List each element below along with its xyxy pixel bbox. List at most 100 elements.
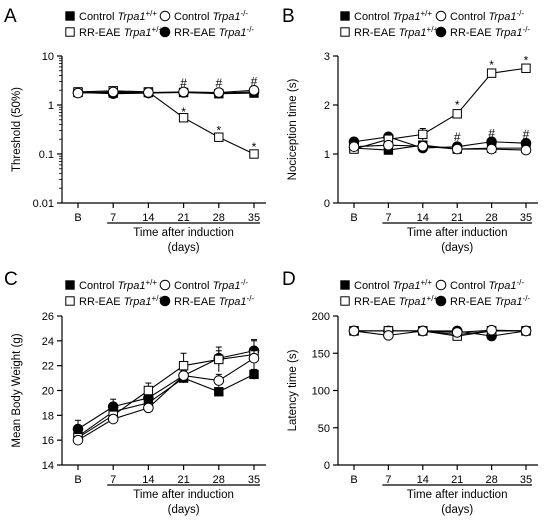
panel-letter-b: B — [282, 6, 295, 27]
series-line — [353, 136, 527, 149]
data-point — [214, 132, 224, 142]
data-point — [418, 129, 428, 140]
y-tick-label: 14 — [42, 460, 54, 472]
legend-marker — [340, 11, 350, 21]
legend-label: Control Trpa1-/- — [174, 9, 248, 23]
series-line — [353, 329, 527, 336]
y-tick-label: 3 — [324, 51, 330, 63]
x-axis-label: Time after induction — [407, 489, 508, 501]
data-point — [248, 352, 260, 364]
legend-label: Control Trpa1+/+ — [354, 278, 432, 292]
x-tick-label: 35 — [520, 212, 532, 224]
legend-marker — [65, 11, 75, 21]
y-tick-label: 150 — [312, 348, 330, 360]
data-point — [486, 68, 497, 78]
x-tick-label: 21 — [451, 474, 463, 486]
x-tick-label: 35 — [248, 474, 260, 486]
x-tick-label: 28 — [213, 474, 225, 486]
y-tick-label: 18 — [42, 410, 54, 422]
legend-marker — [159, 279, 171, 291]
y-tick-label: 200 — [312, 311, 330, 323]
y-tick-label: 22 — [42, 361, 54, 373]
significance-hash: # — [180, 76, 187, 90]
legend-marker — [340, 296, 350, 306]
data-point — [417, 140, 429, 152]
data-point — [486, 324, 497, 336]
series-line — [77, 373, 255, 437]
significance-star: * — [181, 105, 186, 119]
legend-label: RR-EAE Trpa1-/- — [174, 25, 254, 39]
data-point — [143, 385, 154, 396]
data-point — [248, 84, 260, 96]
y-tick-label: 24 — [42, 336, 54, 348]
x-tick-label: B — [74, 212, 81, 224]
legend: Control Trpa1+/+ Control Trpa1-/- RR-EAE T… — [340, 9, 530, 39]
data-point — [486, 143, 497, 155]
series-eae_wt — [349, 63, 531, 154]
y-tick-label: 10 — [42, 51, 54, 63]
legend-label: Control Trpa1+/+ — [354, 9, 432, 23]
x-tick-label: B — [350, 474, 357, 486]
y-tick-label: 16 — [42, 435, 54, 447]
data-point — [249, 369, 259, 380]
data-point — [451, 327, 463, 338]
legend: Control Trpa1+/+ Control Trpa1-/- RR-EAE T… — [65, 9, 254, 39]
y-tick-label: 2 — [324, 100, 330, 112]
series-line — [77, 357, 255, 441]
x-tick-label: B — [350, 212, 357, 224]
data-point — [72, 87, 84, 99]
x-tick-label: 21 — [177, 212, 189, 224]
x-tick-label: 21 — [177, 474, 189, 486]
legend-marker — [435, 10, 447, 22]
panel-letter-a: A — [4, 6, 17, 27]
legend-label: RR-EAE Trpa1+/+ — [354, 294, 438, 308]
panel-b: B Nociception time (s) Time after induct… — [282, 6, 538, 254]
legend-marker — [340, 27, 350, 37]
panel-c: C Mean Body Weight (g) Time after induct… — [4, 269, 266, 516]
significance-star: * — [524, 53, 529, 67]
x-axis-units: (days) — [441, 504, 473, 516]
data-point — [520, 325, 532, 337]
data-point — [383, 139, 394, 151]
significance-star: * — [455, 98, 460, 112]
x-tick-label: 21 — [451, 212, 463, 224]
legend-marker — [65, 296, 75, 306]
legend-label: RR-EAE Trpa1-/- — [450, 294, 530, 308]
legend-label: Control Trpa1-/- — [450, 9, 524, 23]
data-point — [178, 370, 189, 381]
data-point — [348, 325, 360, 337]
significance-star: * — [216, 124, 221, 138]
series-ctrl_ko — [348, 139, 532, 156]
legend-label: RR-EAE Trpa1-/- — [174, 294, 254, 308]
legend-label: Control Trpa1+/+ — [79, 9, 157, 23]
x-tick-label: 28 — [485, 474, 497, 486]
data-point — [249, 149, 259, 159]
y-tick-label: 0 — [324, 198, 330, 210]
data-point — [107, 86, 119, 98]
legend-marker — [159, 295, 171, 307]
y-axis-label: Threshold (50%) — [11, 87, 23, 172]
legend-marker — [435, 26, 447, 38]
legend: Control Trpa1+/+ Control Trpa1-/- RR-EAE T… — [65, 278, 254, 308]
x-tick-label: 7 — [110, 474, 116, 486]
legend-marker — [435, 279, 447, 291]
legend-marker — [159, 26, 171, 38]
legend-label: Control Trpa1-/- — [450, 278, 524, 292]
significance-star: * — [489, 58, 494, 72]
x-axis-units: (days) — [441, 242, 473, 254]
y-axis-label: Nociception time (s) — [287, 79, 299, 181]
y-axis-label: Mean Body Weight (g) — [11, 333, 23, 447]
x-tick-label: 7 — [110, 212, 116, 224]
y-tick-label: 0.01 — [33, 198, 54, 210]
data-point — [178, 113, 189, 123]
data-point — [107, 413, 119, 425]
x-tick-label: 14 — [142, 212, 154, 224]
data-point — [383, 330, 394, 341]
series-ctrl_ko — [72, 84, 260, 99]
data-point — [348, 141, 360, 152]
legend-marker — [65, 27, 75, 37]
y-tick-label: 20 — [42, 386, 54, 398]
series-line — [77, 89, 255, 94]
legend-label: RR-EAE Trpa1+/+ — [79, 25, 163, 39]
